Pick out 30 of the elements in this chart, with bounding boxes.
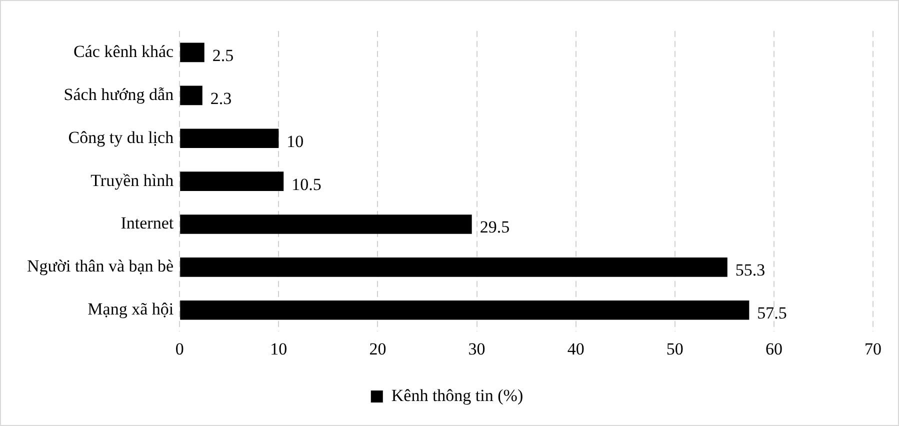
x-tick-label: 50 — [666, 339, 684, 358]
x-tick-label: 40 — [567, 339, 584, 358]
y-tick-label: Người thân và bạn bè — [27, 256, 174, 276]
legend-label: Kênh thông tin (%) — [391, 386, 524, 405]
x-tick-label: 0 — [175, 339, 184, 358]
x-tick-label: 30 — [468, 339, 486, 358]
bar — [180, 42, 204, 62]
y-tick-label: Internet — [120, 214, 174, 233]
data-label: 57.5 — [757, 304, 787, 323]
data-label: 2.3 — [210, 88, 232, 108]
bar — [180, 258, 728, 277]
x-tick-label: 60 — [765, 339, 782, 358]
bar — [180, 128, 279, 148]
data-label: 29.5 — [480, 218, 510, 237]
bar — [180, 172, 284, 191]
bar — [180, 214, 472, 234]
data-label: 10.5 — [292, 174, 322, 194]
y-tick-label: Mạng xã hội — [88, 300, 174, 319]
data-label: 2.5 — [212, 46, 234, 65]
y-tick-label: Sách hướng dẫn — [64, 84, 174, 104]
x-tick-label: 20 — [369, 339, 386, 358]
bar — [180, 300, 750, 320]
data-label: 55.3 — [735, 260, 766, 280]
x-tick-label: 70 — [864, 339, 882, 358]
bar — [180, 86, 202, 106]
y-tick-label: Công ty du lịch — [68, 128, 174, 147]
x-tick-label: 10 — [270, 339, 288, 358]
y-tick-label: Truyền hình — [90, 170, 174, 190]
data-label: 10 — [286, 132, 304, 151]
y-tick-label: Các kênh khác — [74, 42, 174, 61]
